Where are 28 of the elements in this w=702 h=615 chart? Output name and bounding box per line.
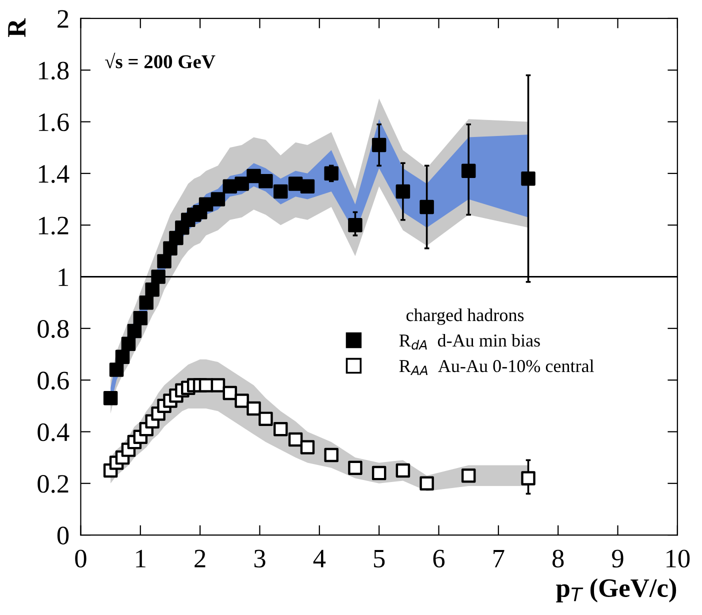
x-tick-label: 8: [552, 550, 564, 568]
x-tick-label: 7: [494, 550, 504, 568]
x-tick-label: 0: [75, 550, 86, 568]
y-tick-label: 0.2: [38, 474, 68, 493]
y-tick-label: 1: [58, 268, 68, 286]
x-tick-label: 6: [433, 550, 445, 568]
y-tick-label: 2: [58, 10, 68, 28]
x-tick-label: 9: [612, 550, 624, 568]
x-tick-label: 10: [666, 550, 690, 568]
y-axis-title: R: [8, 18, 26, 38]
y-tick-label: 0.8: [38, 320, 69, 338]
x-tick-label: 4: [313, 550, 326, 568]
legend-label: R$_{AA}$ Au-Au 0-10% central: [399, 359, 594, 375]
x-tick-label: 2: [194, 550, 206, 568]
x-tick-label: 1: [136, 550, 146, 568]
legend-title: charged hadrons: [406, 308, 524, 325]
legend-label: R$_{dA}$ d-Au min bias: [399, 334, 540, 350]
x-axis-title: p$_{T}$ (GeV/c): [556, 578, 676, 602]
x-tick-label: 5: [374, 550, 385, 568]
x-tick-label: 3: [254, 550, 266, 568]
y-tick-label: 0: [57, 526, 69, 544]
y-tick-label: 1.8: [38, 62, 69, 80]
annotation: √s = 200 GeV: [105, 52, 216, 68]
y-tick-label: 0.4: [38, 423, 70, 442]
y-tick-label: 1.4: [38, 165, 70, 183]
y-tick-label: 1.2: [38, 216, 68, 235]
y-tick-label: 1.6: [38, 113, 69, 132]
y-tick-label: 0.6: [38, 372, 69, 390]
